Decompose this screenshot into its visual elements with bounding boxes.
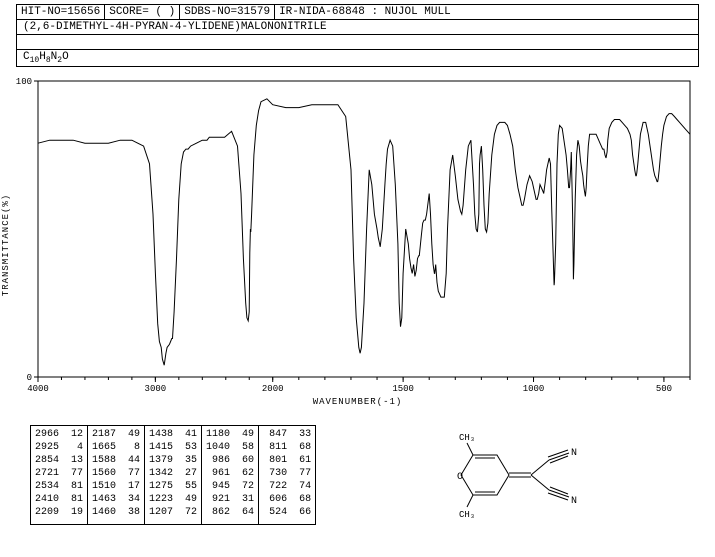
bottom-section: 2966 122925 42854 132721 772534 812410 8… — [30, 425, 685, 525]
peak-entry: 847 33 — [263, 428, 311, 441]
peak-entry: 1588 44 — [92, 454, 140, 467]
svg-text:N: N — [571, 448, 577, 459]
sdbs-no-cell: SDBS-NO=31579 — [180, 5, 275, 19]
svg-text:O: O — [457, 472, 463, 483]
peak-column: 1438 411415 531379 351342 271275 551223 … — [145, 426, 202, 524]
ir-spectrum-chart: TRANSMITTANCE(%) 40003000200015001000500… — [10, 75, 705, 415]
compound-name: (2,6-DIMETHYL-4H-PYRAN-4-YLIDENE)MALONON… — [16, 20, 699, 35]
peak-entry: 2209 19 — [35, 506, 83, 519]
svg-text:3000: 3000 — [145, 384, 167, 394]
svg-text:N: N — [571, 496, 577, 507]
x-axis-label: WAVENUMBER(-1) — [10, 397, 705, 407]
ir-info-cell: IR-NIDA-68848 : NUJOL MULL — [275, 5, 698, 19]
peak-entry: 1040 58 — [206, 441, 254, 454]
peak-entry: 801 61 — [263, 454, 311, 467]
peak-entry: 606 68 — [263, 493, 311, 506]
peak-entry: 2534 81 — [35, 480, 83, 493]
svg-text:1500: 1500 — [392, 384, 414, 394]
peak-entry: 961 62 — [206, 467, 254, 480]
y-axis-label: TRANSMITTANCE(%) — [1, 194, 11, 296]
spectrum-svg: 4000 3000 2000 1500 1000 500 0 100 — [10, 75, 700, 395]
svg-text:CH₃: CH₃ — [459, 433, 475, 443]
peak-entry: 2721 77 — [35, 467, 83, 480]
peak-entry: 1560 77 — [92, 467, 140, 480]
svg-text:4000: 4000 — [27, 384, 49, 394]
peak-entry: 2410 81 — [35, 493, 83, 506]
peak-entry: 2925 4 — [35, 441, 83, 454]
peak-entry: 2187 49 — [92, 428, 140, 441]
peak-entry: 1223 49 — [149, 493, 197, 506]
peak-column: 2966 122925 42854 132721 772534 812410 8… — [31, 426, 88, 524]
peak-column: 847 33 811 68 801 61 730 77 722 74 606 6… — [259, 426, 315, 524]
peak-column: 1180 491040 58 986 60 961 62 945 72 921 … — [202, 426, 259, 524]
peak-entry: 862 64 — [206, 506, 254, 519]
peak-entry: 1207 72 — [149, 506, 197, 519]
peak-entry: 921 31 — [206, 493, 254, 506]
peak-entry: 2966 12 — [35, 428, 83, 441]
svg-text:0: 0 — [27, 373, 32, 383]
hit-no-cell: HIT-NO=15656 — [17, 5, 105, 19]
peak-entry: 1438 41 — [149, 428, 197, 441]
peak-column: 2187 491665 81588 441560 771510 171463 3… — [88, 426, 145, 524]
peak-entry: 811 68 — [263, 441, 311, 454]
peak-entry: 1180 49 — [206, 428, 254, 441]
peak-entry: 1379 35 — [149, 454, 197, 467]
peak-entry: 722 74 — [263, 480, 311, 493]
score-cell: SCORE= ( ) — [105, 5, 180, 19]
peak-entry: 730 77 — [263, 467, 311, 480]
molecular-formula: C10H8N2O — [16, 50, 699, 67]
svg-text:1000: 1000 — [523, 384, 545, 394]
spacer-row — [16, 35, 699, 50]
peak-entry: 1463 34 — [92, 493, 140, 506]
peak-entry: 945 72 — [206, 480, 254, 493]
svg-text:100: 100 — [16, 77, 32, 87]
peak-entry: 1275 55 — [149, 480, 197, 493]
peak-entry: 986 60 — [206, 454, 254, 467]
structure-svg: O CH₃ CH₃ — [431, 425, 591, 525]
peak-entry: 1510 17 — [92, 480, 140, 493]
peak-entry: 524 66 — [263, 506, 311, 519]
peak-entry: 2854 13 — [35, 454, 83, 467]
peak-entry: 1460 38 — [92, 506, 140, 519]
svg-text:CH₃: CH₃ — [459, 510, 475, 520]
peak-table: 2966 122925 42854 132721 772534 812410 8… — [30, 425, 316, 525]
molecular-structure: O CH₃ CH₃ — [336, 425, 685, 525]
peak-entry: 1342 27 — [149, 467, 197, 480]
peak-entry: 1665 8 — [92, 441, 140, 454]
svg-text:500: 500 — [656, 384, 672, 394]
header-row: HIT-NO=15656 SCORE= ( ) SDBS-NO=31579 IR… — [16, 4, 699, 20]
peak-entry: 1415 53 — [149, 441, 197, 454]
svg-text:2000: 2000 — [262, 384, 284, 394]
